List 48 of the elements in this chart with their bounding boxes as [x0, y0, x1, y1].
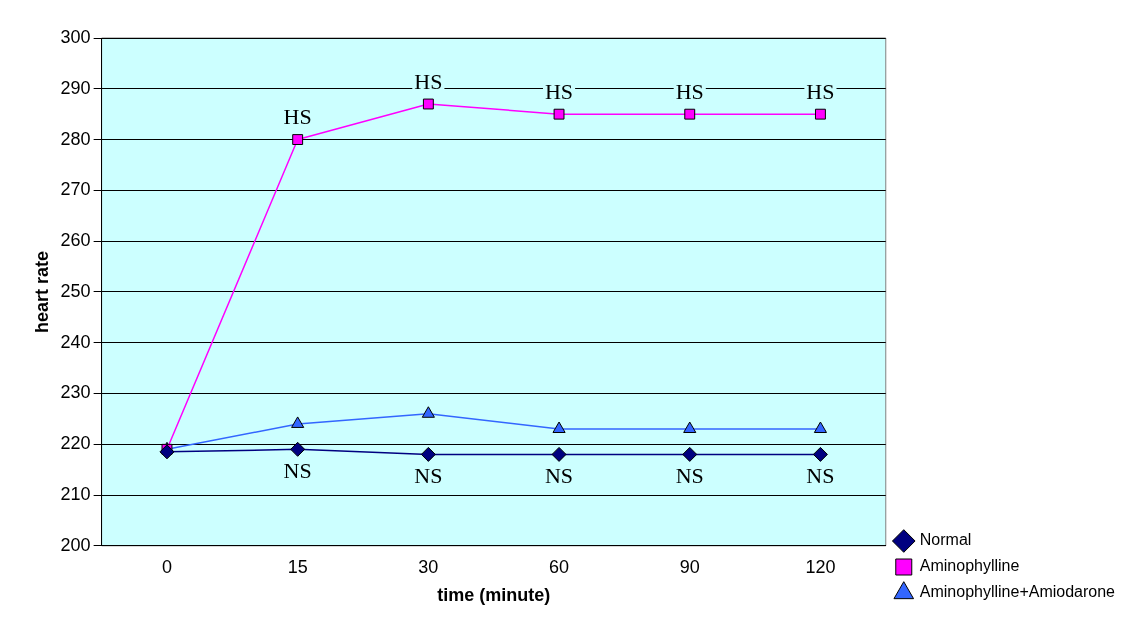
annotation: NS: [675, 463, 704, 489]
point: [290, 441, 306, 457]
point: [159, 444, 175, 460]
legend-label: Aminophylline+Amiodarone: [919, 583, 1116, 601]
point: [551, 446, 567, 462]
y-tick-label: 220: [60, 433, 91, 454]
annotation: HS: [283, 104, 312, 130]
point: [683, 421, 697, 434]
y-tick-label: 210: [60, 483, 91, 504]
point: [553, 108, 565, 120]
annotation: NS: [544, 463, 574, 489]
point: [812, 446, 828, 462]
y-axis-title: heart rate: [31, 250, 52, 333]
annotation: HS: [414, 68, 443, 94]
y-tick-label: 300: [60, 26, 91, 47]
legend-label: Normal: [919, 531, 972, 549]
x-tick-label: 90: [679, 556, 700, 577]
legend-label: Aminophylline: [919, 557, 1020, 575]
x-tick-label: 0: [161, 556, 172, 577]
y-tick-label: 240: [60, 331, 91, 352]
x-tick-label: 15: [287, 556, 308, 577]
y-tick-label: 230: [60, 382, 91, 403]
annotation: HS: [675, 78, 704, 104]
y-tick-label: 200: [60, 534, 91, 555]
point: [421, 406, 435, 418]
point: [552, 421, 566, 434]
y-tick-label: 260: [60, 230, 91, 251]
annotation: HS: [544, 78, 574, 104]
point: [682, 446, 698, 462]
annotation: NS: [283, 458, 312, 484]
point: [422, 98, 434, 110]
y-tick-label: 280: [60, 128, 91, 149]
point: [813, 421, 827, 434]
annotation: NS: [414, 463, 443, 489]
y-tick-label: 270: [60, 179, 91, 200]
point: [420, 446, 436, 462]
y-tick-label: 290: [60, 77, 91, 98]
y-tick-label: 250: [60, 280, 91, 301]
point: [291, 416, 305, 428]
point: [814, 108, 826, 120]
x-tick-label: 30: [418, 556, 439, 577]
x-tick-label: 120: [805, 556, 836, 577]
annotation: NS: [806, 463, 835, 489]
x-tick-label: 60: [549, 556, 570, 577]
point: [684, 108, 696, 120]
x-axis-title: time (minute): [437, 585, 551, 606]
annotation: HS: [806, 78, 835, 104]
point: [292, 134, 304, 146]
